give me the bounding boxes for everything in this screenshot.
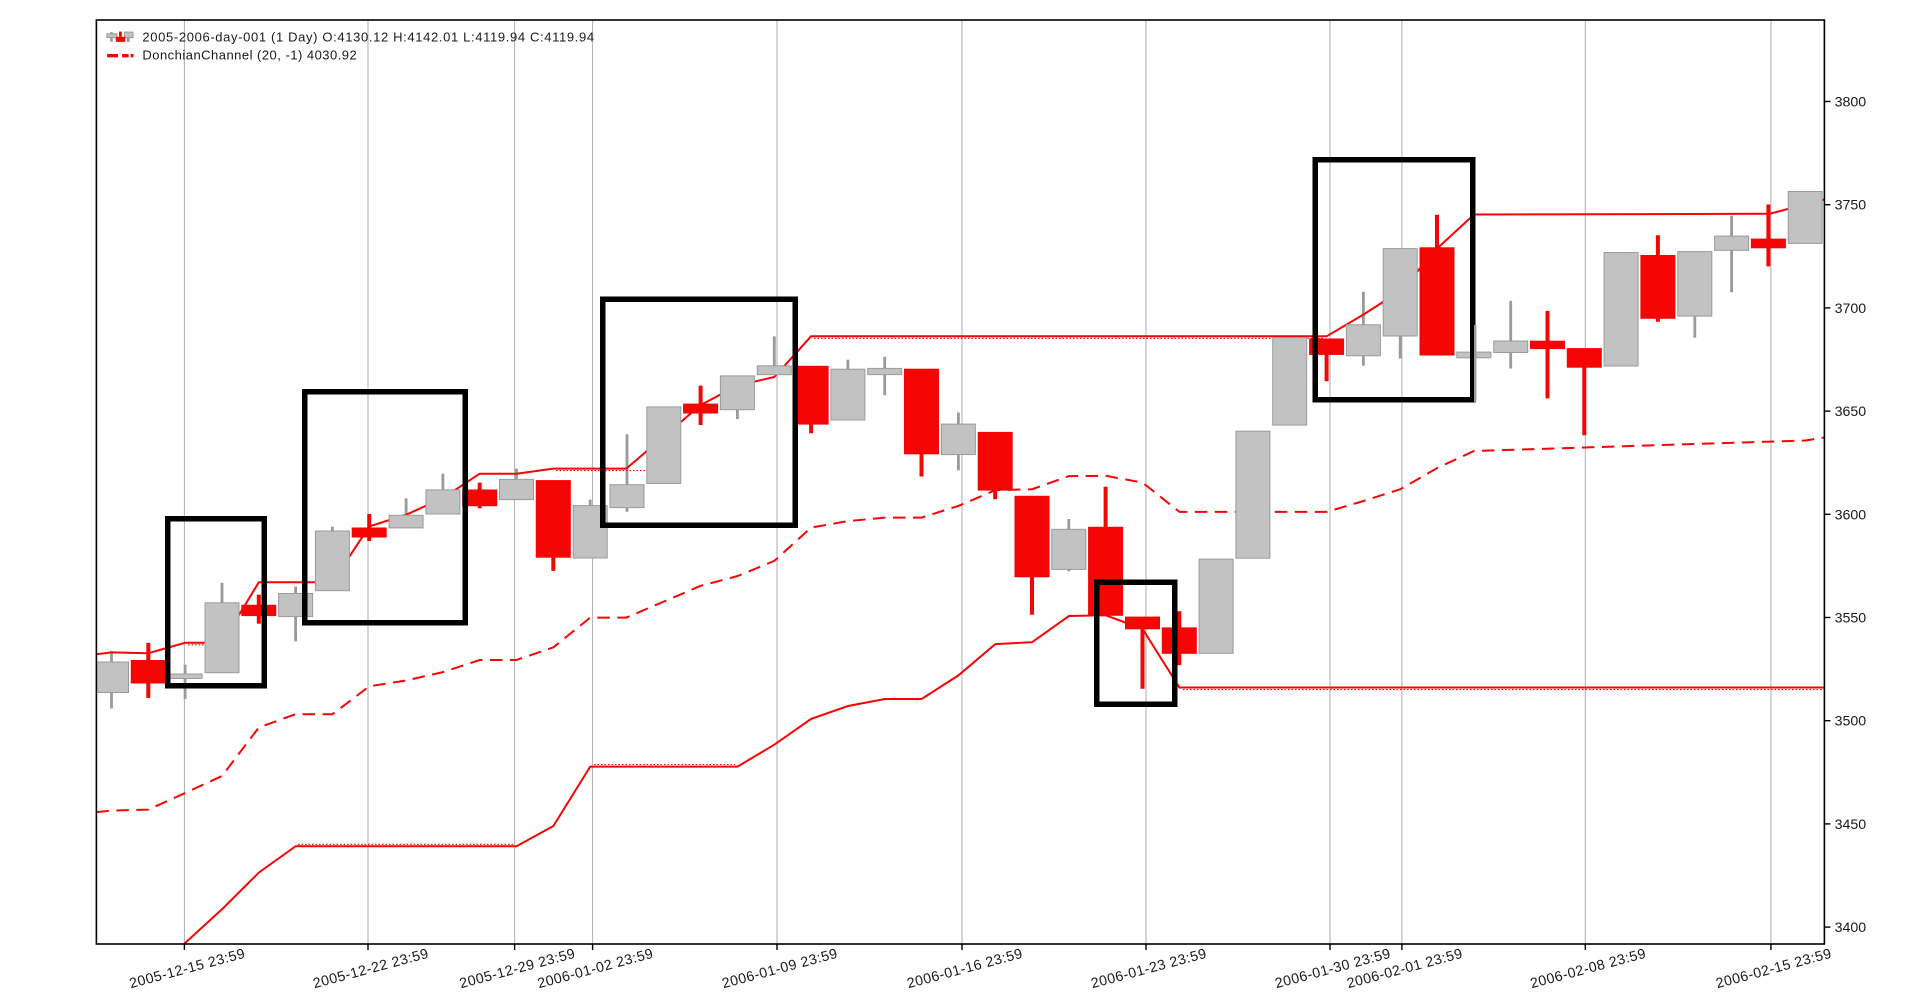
svg-text:3700: 3700 [1835, 301, 1867, 317]
svg-text:2005-2006-day-001 (1 Day) O:41: 2005-2006-day-001 (1 Day) O:4130.12 H:41… [142, 29, 594, 44]
svg-text:3750: 3750 [1835, 198, 1867, 214]
svg-text:DonchianChannel (20, -1) 4030.: DonchianChannel (20, -1) 4030.92 [142, 48, 357, 63]
svg-text:3550: 3550 [1835, 611, 1867, 627]
svg-text:3650: 3650 [1835, 404, 1867, 420]
svg-text:3400: 3400 [1835, 920, 1867, 936]
svg-text:3450: 3450 [1835, 817, 1867, 833]
svg-text:3800: 3800 [1835, 95, 1867, 111]
svg-text:3500: 3500 [1835, 714, 1867, 730]
svg-text:3600: 3600 [1835, 507, 1867, 523]
